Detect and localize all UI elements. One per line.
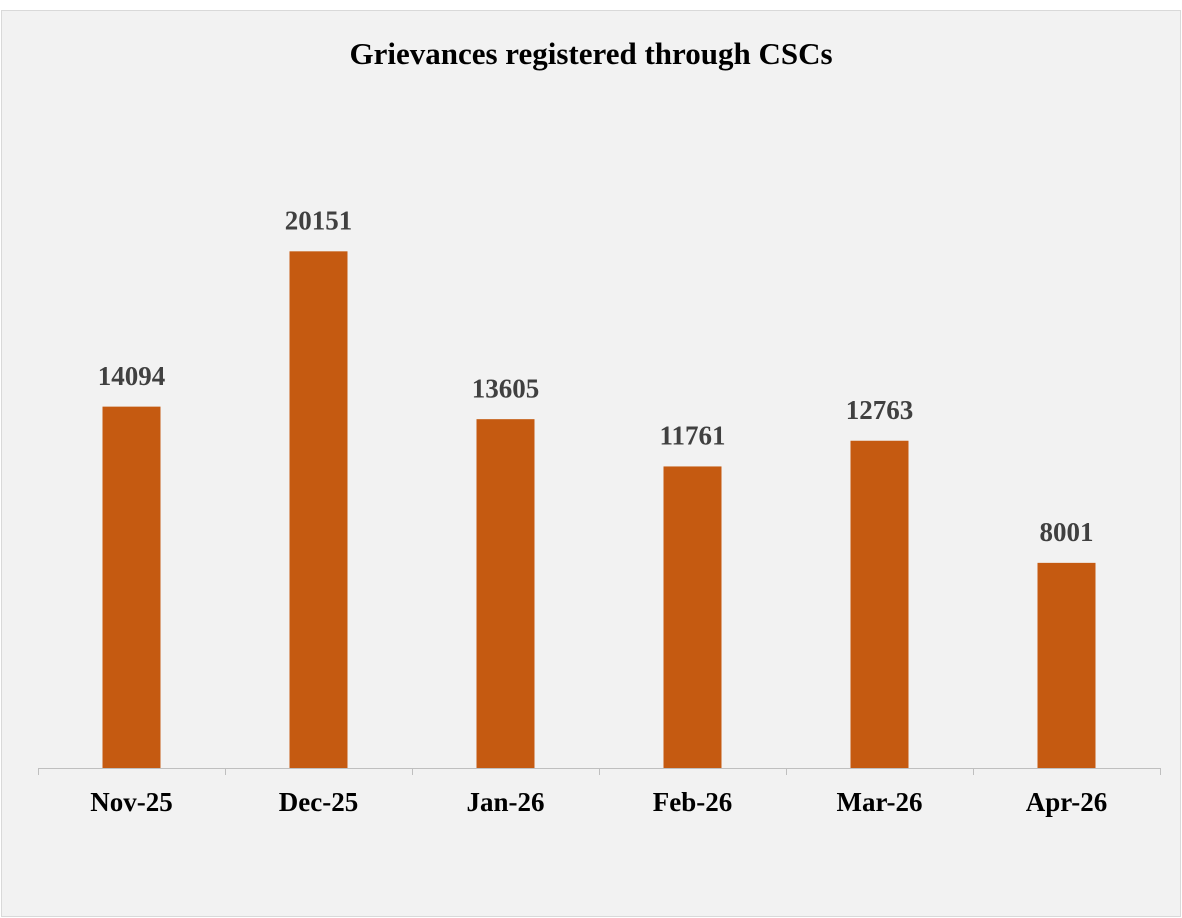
data-label: 12763 xyxy=(846,395,914,425)
x-tick-label: Apr-26 xyxy=(1026,787,1108,817)
x-tick-label: Jan-26 xyxy=(466,787,544,817)
bar xyxy=(102,406,161,768)
data-label: 20151 xyxy=(285,206,353,236)
data-label: 14094 xyxy=(98,361,166,391)
chart-background xyxy=(1,10,1181,917)
data-label: 8001 xyxy=(1040,517,1094,547)
bar xyxy=(1037,562,1096,768)
x-tick-label: Dec-25 xyxy=(279,787,358,817)
bar xyxy=(850,440,909,768)
x-tick-label: Feb-26 xyxy=(653,787,732,817)
bar xyxy=(663,466,722,768)
bar xyxy=(289,251,348,768)
x-tick-label: Nov-25 xyxy=(90,787,173,817)
data-label: 13605 xyxy=(472,373,540,403)
data-label: 11761 xyxy=(659,421,725,451)
bar xyxy=(476,419,535,768)
x-tick-label: Mar-26 xyxy=(837,787,923,817)
chart-title: Grievances registered through CSCs xyxy=(349,36,832,71)
